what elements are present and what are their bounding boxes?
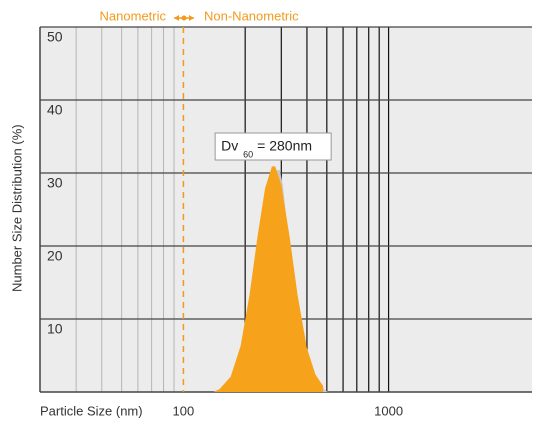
divider-arrow	[174, 15, 194, 21]
distribution-area	[213, 166, 324, 392]
y-tick-label: 30	[47, 175, 63, 191]
nanometric-label: Nanometric	[100, 8, 167, 23]
annotation-subscript: 60	[243, 149, 253, 159]
y-axis-label: Number Size Distribution (%)	[9, 124, 24, 292]
y-tick-label: 20	[47, 248, 63, 264]
non-nanometric-label: Non-Nanometric	[204, 8, 299, 23]
x-axis-label: Particle Size (nm)	[40, 403, 143, 418]
x-tick-label: 100	[173, 403, 195, 418]
annotation-box	[214, 132, 332, 161]
annotation-text: = 280nm	[257, 138, 312, 154]
x-tick-label: 1000	[374, 403, 403, 418]
annotation-text: Dv	[221, 138, 238, 154]
annotation: Dv 60 = 280nm	[214, 132, 332, 161]
y-tick-label: 50	[47, 29, 63, 45]
y-tick-label: 10	[47, 321, 63, 337]
y-tick-label: 40	[47, 102, 63, 118]
